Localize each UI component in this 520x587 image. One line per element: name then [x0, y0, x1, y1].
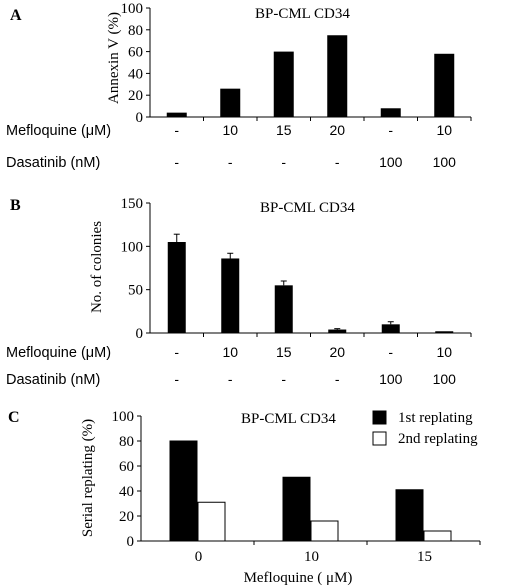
- panel-a-ytick-label: 60: [128, 45, 143, 61]
- panel-b: B BP-CML CD34 No. of colonies 0 50 100 150 M…: [6, 196, 472, 388]
- panel-c-bar: [310, 520, 339, 542]
- panel-b-ytick-label: 50: [128, 283, 143, 299]
- panel-c-label: C: [8, 409, 20, 426]
- panel-b-row-value: 100: [433, 371, 457, 387]
- panel-b-row-value: -: [281, 371, 286, 387]
- panel-b-bar: [167, 242, 186, 333]
- panel-a-plot: 0 20 40 60 80 100 Mefloquine (μM) - 10 15 20 - 10 Das…: [6, 1, 472, 171]
- panel-b-row-value: 15: [276, 344, 292, 360]
- panel-a-row-value: -: [174, 154, 179, 170]
- legend-swatch-1st-replating: [372, 410, 387, 425]
- panel-c-bar: [197, 501, 226, 542]
- panel-a-bar: [380, 108, 401, 117]
- panel-a-row-value: 100: [379, 154, 403, 170]
- panel-b-row-label: Dasatinib (nM): [6, 372, 100, 388]
- panel-a-row-value: -: [388, 122, 393, 138]
- legend-swatch-2nd-replating: [372, 431, 387, 446]
- panel-a-bar: [166, 112, 187, 117]
- legend-label-2nd-replating: 2nd replating: [398, 431, 478, 447]
- panel-c-ytick-label: 40: [119, 484, 134, 500]
- panel-b-row-value: -: [335, 371, 340, 387]
- panel-b-row-value: -: [174, 371, 179, 387]
- legend-label-1st-replating: 1st replating: [398, 410, 473, 426]
- panel-b-bar: [435, 331, 454, 333]
- panel-c-xlabel: Mefloquine ( μM): [244, 570, 353, 586]
- panel-b-ytick-label: 100: [121, 239, 144, 255]
- panel-c-plot: 0 20 40 60 80 100 0 10 15: [112, 409, 481, 565]
- panel-a-row-value: -: [335, 154, 340, 170]
- panel-c-xtick-label: 10: [304, 549, 319, 565]
- panel-b-bar: [274, 285, 293, 333]
- panel-b-row-value: 10: [222, 344, 238, 360]
- panel-c-ytick-label: 60: [119, 459, 134, 475]
- panel-b-bar: [221, 258, 240, 333]
- panel-c-bar: [395, 489, 424, 542]
- panel-a-row-label: Dasatinib (nM): [6, 155, 100, 171]
- panel-a-ytick-label: 100: [121, 1, 144, 17]
- panel-b-bar: [381, 324, 400, 333]
- panel-a-row-value: -: [281, 154, 286, 170]
- panel-c-xtick-label: 0: [195, 549, 203, 565]
- panel-b-title: BP-CML CD34: [260, 200, 355, 216]
- panel-a-row-value: 10: [222, 122, 238, 138]
- panel-a-ytick-label: 0: [136, 110, 144, 126]
- panel-c-xtick-label: 15: [417, 549, 432, 565]
- panel-a-title: BP-CML CD34: [255, 6, 350, 22]
- panel-b-row-value: 10: [436, 344, 452, 360]
- panel-c-ylabel: Serial replating (%): [80, 419, 96, 537]
- panel-b-ytick-label: 150: [121, 196, 144, 212]
- panel-c-bar: [282, 476, 311, 542]
- panel-b-row-value: 100: [379, 371, 403, 387]
- panel-b-plot: 0 50 100 150 Mefloquine (μM) - 10 15 20 - 10 Dasati…: [6, 196, 472, 388]
- panel-a-bar: [273, 51, 294, 117]
- panel-c-legend: 1st replating 2nd replating: [372, 410, 478, 447]
- panel-b-row-value: -: [174, 344, 179, 360]
- panel-a-row-value: 100: [433, 154, 457, 170]
- panel-a-row-label: Mefloquine (μM): [6, 123, 111, 139]
- panel-c-bar: [169, 440, 198, 542]
- panel-c-ytick-label: 0: [127, 534, 135, 550]
- panel-c-ytick-label: 20: [119, 509, 134, 525]
- panel-a-ytick-label: 40: [128, 66, 143, 82]
- panel-a-row-value: 15: [276, 122, 292, 138]
- panel-b-ytick-label: 0: [136, 326, 144, 342]
- panel-a-ylabel: Annexin V (%): [106, 12, 122, 104]
- panel-b-row-value: 20: [329, 344, 345, 360]
- panel-c-ytick-label: 80: [119, 434, 134, 450]
- panel-c-bar: [423, 530, 452, 542]
- panel-a-ytick-label: 20: [128, 88, 143, 104]
- panel-a-bar: [220, 88, 241, 117]
- panel-a-ytick-label: 80: [128, 23, 143, 39]
- panel-a: A BP-CML CD34 Annexin V (%) 0 20 40 60 80 100…: [6, 1, 472, 171]
- panel-b-row-value: -: [228, 371, 233, 387]
- panel-a-row-value: 10: [436, 122, 452, 138]
- panel-c: C BP-CML CD34 Serial replating (%) Meflo…: [8, 409, 481, 586]
- panel-b-label: B: [10, 197, 21, 214]
- panel-a-row-value: -: [228, 154, 233, 170]
- panel-c-title: BP-CML CD34: [241, 411, 336, 427]
- panel-b-bar: [328, 329, 347, 333]
- panel-a-row-value: -: [174, 122, 179, 138]
- panel-b-row-value: -: [388, 344, 393, 360]
- panel-a-row-value: 20: [329, 122, 345, 138]
- panel-a-bar: [327, 35, 348, 117]
- panel-a-label: A: [10, 7, 22, 24]
- panel-b-ylabel: No. of colonies: [89, 221, 105, 313]
- panel-b-row-label: Mefloquine (μM): [6, 345, 111, 361]
- panel-c-ytick-label: 100: [112, 409, 135, 425]
- panel-a-bar: [434, 53, 455, 117]
